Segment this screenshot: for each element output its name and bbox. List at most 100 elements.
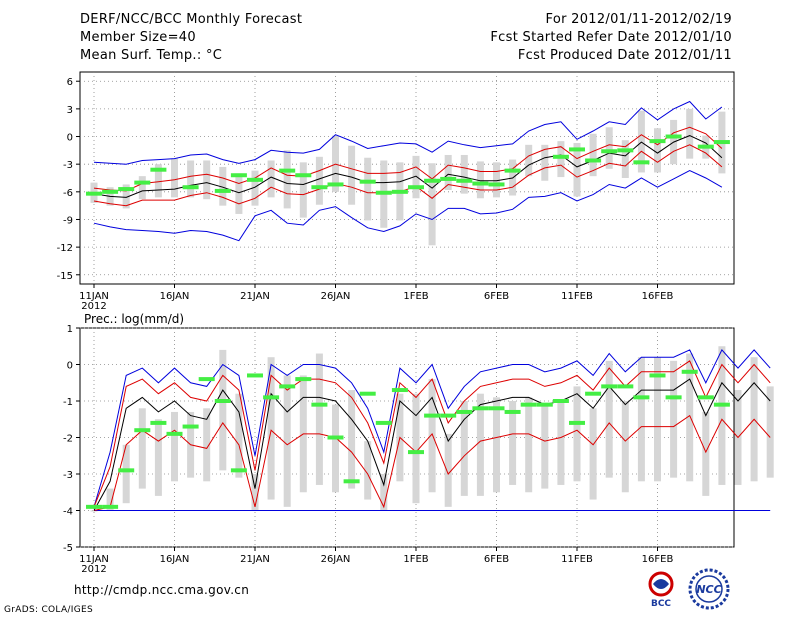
observation-marker <box>697 395 714 400</box>
observation-marker <box>279 384 296 389</box>
spread-box <box>283 375 291 507</box>
spread-box <box>493 162 500 198</box>
observation-marker <box>504 409 521 414</box>
spread-box <box>219 349 227 471</box>
spread-box <box>621 401 629 493</box>
observation-marker <box>214 188 231 193</box>
observation-marker <box>633 395 650 400</box>
observation-marker <box>263 395 280 400</box>
observation-marker <box>375 420 392 425</box>
observation-marker <box>327 182 344 187</box>
spread-box <box>235 173 243 214</box>
observation-marker <box>327 435 344 440</box>
spread-box <box>460 401 468 496</box>
bcc-logo-icon: BCC <box>648 571 674 608</box>
y-tick-label: 0 <box>67 361 73 372</box>
observation-marker <box>247 373 263 378</box>
y-tick-label: -15 <box>57 271 73 282</box>
observation-marker <box>456 178 473 183</box>
observation-marker <box>569 420 585 425</box>
spread-box <box>251 474 259 511</box>
spread-box <box>428 379 436 493</box>
spread-box <box>476 161 484 199</box>
ncc-logo-text: NCC <box>696 583 721 596</box>
observation-marker <box>375 190 392 195</box>
grads-credit: GrADS: COLA/IGES <box>4 605 93 615</box>
y-tick-label: 3 <box>67 105 73 116</box>
bcc-logo: BCC <box>640 568 682 608</box>
spread-box <box>380 474 388 511</box>
observation-marker <box>182 185 199 190</box>
forecast-produced-date: Fcst Produced Date 2012/01/11 <box>517 48 732 63</box>
spread-box <box>412 393 420 504</box>
observation-marker <box>408 450 424 455</box>
observation-marker <box>230 468 247 473</box>
spread-box <box>315 353 323 485</box>
x-tick-label: 26JAN <box>321 554 351 565</box>
spread-box <box>315 156 323 205</box>
y-tick-label: 1 <box>67 324 73 335</box>
panel-precipitation: 1 0 -1 -2 -3 -4 -5 11JAN 16JAN 21JAN 26JAN 1FEB 6FEB… <box>63 324 774 575</box>
spread-box <box>122 444 130 504</box>
ensemble-mean-line <box>93 135 723 198</box>
observation-marker <box>488 182 505 187</box>
observation-marker <box>585 158 602 163</box>
spread-box <box>670 360 678 478</box>
spread-box <box>267 160 275 198</box>
observation-marker <box>440 176 457 181</box>
bcc-logo-text: BCC <box>651 599 671 608</box>
observation-marker <box>134 180 151 185</box>
spread-box <box>702 411 710 496</box>
observation-marker <box>649 373 666 378</box>
spread-box <box>138 408 146 489</box>
observation-marker <box>134 428 151 433</box>
observation-marker <box>311 185 328 190</box>
observation-marker <box>214 399 231 403</box>
panel-temperature: 6 3 0 -3 -6 -9 -12 -15 11JAN 16JAN 21JAN 26JAN 1FEB 6… <box>57 71 735 312</box>
spread-box <box>364 441 372 500</box>
x-tick-label: 11JAN <box>79 291 109 302</box>
observation-marker <box>86 191 102 196</box>
spread-box <box>605 127 613 169</box>
spread-box <box>654 128 661 173</box>
y-tick-label: -5 <box>63 543 73 554</box>
observation-marker <box>86 504 102 509</box>
observation-marker <box>552 154 569 159</box>
spread-box <box>525 397 533 493</box>
x-tick-label: 21JAN <box>240 554 270 565</box>
observation-marker <box>713 140 730 145</box>
spread-box <box>235 393 243 478</box>
observation-marker <box>408 185 424 190</box>
observation-marker <box>440 413 457 418</box>
observation-marker <box>681 369 698 374</box>
spread-upper-line <box>93 126 723 192</box>
x-tick-label: 16JAN <box>160 291 190 302</box>
forecast-period: For 2012/01/11-2012/02/19 <box>545 12 732 27</box>
x-tick-label: 11FEB <box>561 291 593 302</box>
spread-box <box>106 488 114 511</box>
observation-marker <box>536 402 553 407</box>
observation-marker <box>279 168 296 173</box>
spread-box <box>476 393 484 496</box>
spread-box <box>573 142 581 197</box>
spread-box <box>621 140 629 178</box>
observation-marker <box>552 399 569 403</box>
spread-box <box>589 408 597 500</box>
spread-box <box>686 353 694 482</box>
observation-marker <box>311 402 328 407</box>
spread-box <box>557 141 565 178</box>
footer-url[interactable]: http://cmdp.ncc.cma.gov.cn <box>74 583 250 597</box>
spread-box <box>332 404 339 493</box>
observation-marker <box>665 134 682 139</box>
observation-marker <box>150 420 167 425</box>
plot-frame <box>79 71 735 285</box>
observation-marker <box>601 384 618 389</box>
spread-box <box>251 170 259 206</box>
spread-box <box>203 160 211 200</box>
observation-marker <box>359 391 376 396</box>
y-tick-label: -2 <box>63 434 73 445</box>
spread-box <box>348 145 356 205</box>
observation-marker <box>617 384 634 389</box>
spread-box <box>138 176 146 200</box>
observation-marker <box>102 504 119 509</box>
